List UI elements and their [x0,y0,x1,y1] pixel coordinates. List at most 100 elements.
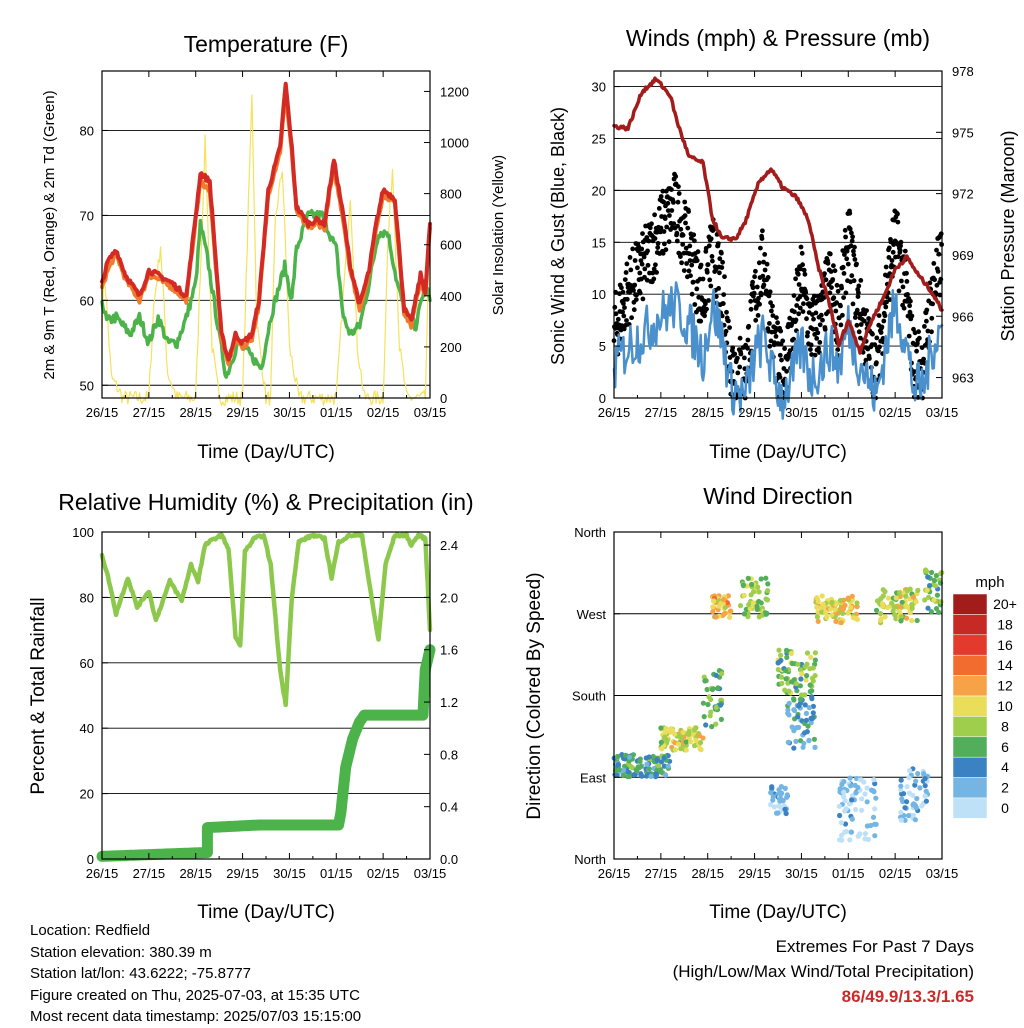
direction-point [864,799,870,805]
colorbar-label: 4 [1001,759,1009,775]
colorbar-label: 12 [997,678,1013,694]
gust-point [719,313,725,319]
gust-point [628,267,634,273]
direction-point [778,674,785,680]
direction-point [658,739,664,746]
gust-point [856,329,862,335]
direction-point [913,778,919,784]
direction-point [877,611,884,617]
gust-point [678,254,683,259]
direction-point [720,600,726,606]
direction-point [848,829,855,835]
colorbar-label: 14 [997,657,1013,673]
direction-point [819,593,825,599]
direction-point [804,661,810,667]
gust-point [830,277,836,282]
gust-point [621,301,626,306]
x-tick-label: 02/15 [879,405,912,420]
gust-point [621,326,627,332]
direction-point [741,592,747,599]
x-tick-label: 02/15 [879,866,912,881]
gust-point [745,345,750,351]
location-text: Location: Redfield [30,922,151,939]
colorbar-label: 18 [997,616,1013,632]
gust-point [825,260,831,266]
direction-point [771,804,777,810]
gust-point [854,307,860,313]
x-tick-label: 26/15 [598,405,631,420]
direction-point [625,773,631,780]
direction-point [907,768,913,774]
gust-point [883,264,889,270]
direction-point [797,696,804,703]
gust-point [757,301,762,307]
direction-point [793,738,799,745]
direction-point [718,716,725,723]
direction-point [879,601,886,607]
direction-point [903,593,909,599]
y2-tick-label: 600 [440,238,462,253]
direction-point [880,593,886,599]
gust-point [800,309,806,314]
gust-point [683,245,689,251]
direction-point [931,597,937,603]
gust-point [934,247,939,253]
gust-point [883,304,889,310]
gust-point [840,312,845,318]
gust-point [829,285,834,290]
direction-point [854,616,861,623]
x-tick-label: 26/15 [598,866,631,881]
direction-point [663,772,669,778]
direction-point [907,610,913,616]
direction-point [870,814,877,820]
direction-point [849,793,856,799]
gust-point [761,259,766,265]
direction-point [823,609,829,616]
gust-point [855,294,861,299]
direction-point [722,610,728,616]
direction-point [857,831,863,837]
direction-point [898,783,904,789]
direction-point [922,783,928,789]
x-tick-label: 26/15 [86,866,119,881]
direction-point [924,587,930,593]
gust-point [820,317,825,323]
gust-point [762,252,768,257]
y2-tick-label: 0.4 [440,800,458,815]
direction-point [837,837,843,843]
gust-point [850,301,856,307]
gust-point [624,318,629,323]
direction-point [784,792,790,798]
direction-point [919,803,925,809]
gust-point [666,239,672,245]
gust-point [808,347,813,352]
gust-point [732,351,738,357]
gust-point [858,335,863,341]
y-tick-label: 60 [80,656,94,671]
gust-point [876,348,881,354]
direction-point [763,611,769,617]
direction-point [904,784,910,790]
gust-point [655,241,661,246]
direction-point [717,702,724,708]
direction-point [807,682,813,688]
x-tick-label: 29/15 [226,405,259,420]
gust-point [879,324,885,330]
gust-point [645,248,650,254]
direction-point [839,781,845,788]
temperature-x-axis-label: Time (Day/UTC) [197,442,335,463]
gust-point [715,241,721,247]
direction-point [829,612,835,618]
gust-point [646,238,652,244]
colorbar-label: 20+ [993,596,1017,612]
gust-point [671,200,676,205]
gust-point [827,290,833,296]
gust-point [838,322,844,328]
gust-point [811,316,816,322]
direction-point [909,605,915,611]
direction-point [837,812,843,819]
direction-tick-label: East [580,770,606,785]
direction-point [770,797,776,803]
gust-point [704,306,709,312]
direction-point [737,603,744,609]
